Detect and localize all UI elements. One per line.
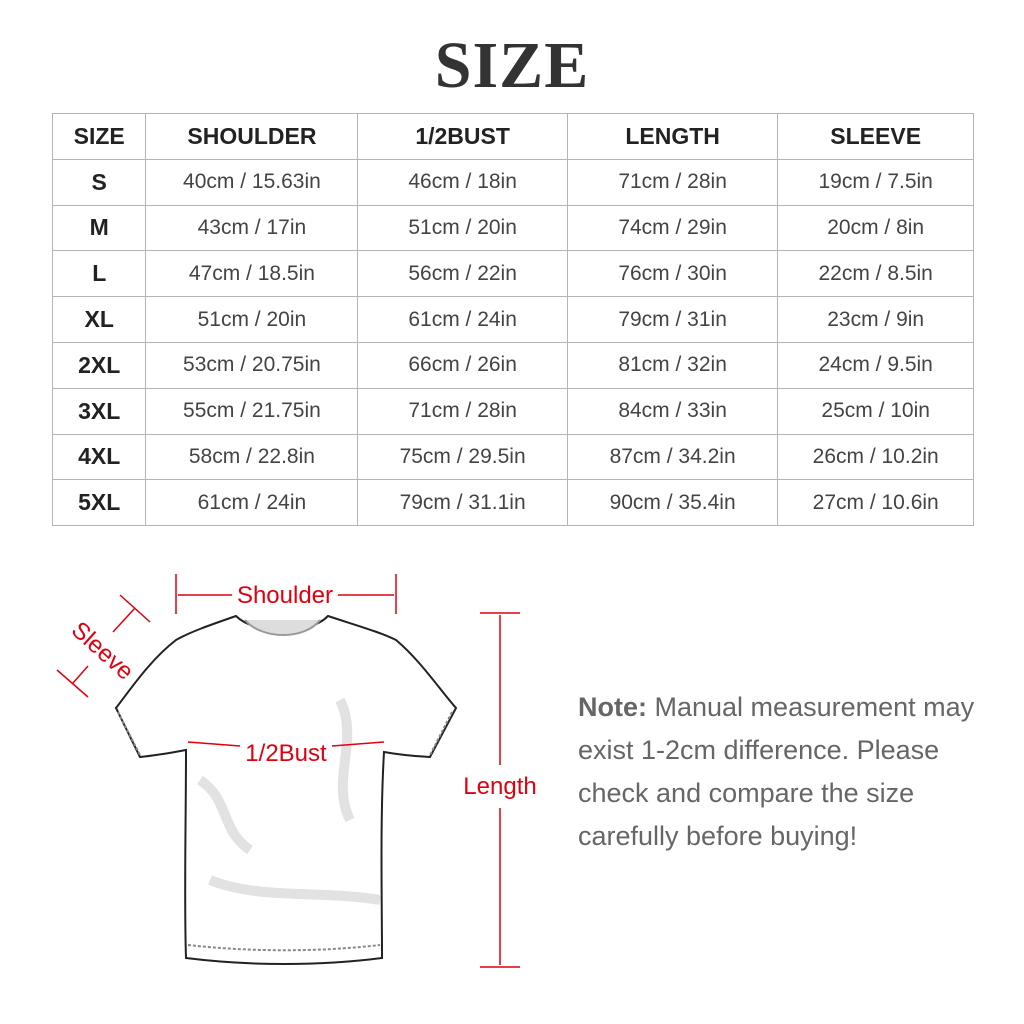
measurement-cell: 84cm / 33in (566, 387, 779, 435)
measurement-cell: 55cm / 21.75in (145, 387, 359, 435)
measurement-cell: 19cm / 7.5in (777, 158, 974, 206)
measurement-cell: 22cm / 8.5in (777, 250, 974, 298)
measurement-cell: 75cm / 29.5in (357, 433, 568, 481)
table-row: 3XL 55cm / 21.75in 71cm / 28in 84cm / 33in 2… (51, 387, 974, 435)
table-row: L 47cm / 18.5in 56cm / 22in 76cm / 30in 22cm… (51, 250, 974, 298)
measurement-cell: 27cm / 10.6in (777, 479, 974, 527)
measurement-cell: 51cm / 20in (357, 204, 568, 252)
measurement-cell: 20cm / 8in (777, 204, 974, 252)
size-cell: XL (51, 296, 147, 343)
size-cell: 3XL (51, 387, 147, 435)
tshirt-illustration (114, 614, 458, 965)
measurement-cell: 87cm / 34.2in (566, 433, 779, 481)
table-row: XL 51cm / 20in 61cm / 24in 79cm / 31in 23cm … (51, 296, 974, 343)
table-row: S 40cm / 15.63in 46cm / 18in 71cm / 28in 19c… (51, 158, 974, 206)
measurement-cell: 61cm / 24in (145, 479, 359, 527)
size-table: SIZE SHOULDER 1/2BUST LENGTH SLEEVE S 40cm / … (51, 113, 974, 527)
table-row: M 43cm / 17in 51cm / 20in 74cm / 29in 20cm /… (51, 204, 974, 252)
column-header: LENGTH (566, 113, 779, 160)
measurement-cell: 40cm / 15.63in (145, 158, 359, 206)
bust-label: 1/2Bust (245, 740, 327, 767)
shoulder-label: Shoulder (237, 582, 333, 609)
table-row: 2XL 53cm / 20.75in 66cm / 26in 81cm / 32in 2… (51, 341, 974, 389)
measurement-cell: 74cm / 29in (566, 204, 779, 252)
size-cell: 2XL (51, 341, 147, 389)
measurement-cell: 51cm / 20in (145, 296, 359, 343)
measurement-cell: 66cm / 26in (357, 341, 568, 389)
measurement-cell: 71cm / 28in (357, 387, 568, 435)
size-cell: S (51, 158, 147, 206)
measurement-cell: 47cm / 18.5in (145, 250, 359, 298)
column-header: SLEEVE (777, 113, 974, 160)
measurement-cell: 81cm / 32in (566, 341, 779, 389)
measurement-cell: 79cm / 31in (566, 296, 779, 343)
size-cell: L (51, 250, 147, 298)
measurement-cell: 58cm / 22.8in (145, 433, 359, 481)
size-cell: 5XL (51, 479, 147, 527)
measurement-cell: 23cm / 9in (777, 296, 974, 343)
note-body: Manual measurement may exist 1-2cm diffe… (578, 692, 975, 851)
measurement-cell: 90cm / 35.4in (566, 479, 779, 527)
measurement-cell: 43cm / 17in (145, 204, 359, 252)
sleeve-label: Sleeve (66, 616, 139, 685)
measurement-cell: 25cm / 10in (777, 387, 974, 435)
column-header: SIZE (51, 113, 147, 160)
measurement-cell: 24cm / 9.5in (777, 341, 974, 389)
size-cell: M (51, 204, 147, 252)
measurement-cell: 53cm / 20.75in (145, 341, 359, 389)
table-row: 4XL 58cm / 22.8in 75cm / 29.5in 87cm / 34.2… (51, 433, 974, 481)
measurement-cell: 26cm / 10.2in (777, 433, 974, 481)
length-label: Length (463, 773, 536, 800)
page-title: SIZE (434, 29, 590, 102)
measurement-cell: 46cm / 18in (357, 158, 568, 206)
measurement-cell: 71cm / 28in (566, 158, 779, 206)
column-header: 1/2BUST (357, 113, 568, 160)
note-label: Note: (578, 692, 647, 722)
measurement-cell: 79cm / 31.1in (357, 479, 568, 527)
table-row: 5XL 61cm / 24in 79cm / 31.1in 90cm / 35.4in… (51, 479, 974, 527)
note-text: Note: Manual measurement may exist 1-2cm… (578, 686, 998, 858)
measurement-cell: 56cm / 22in (357, 250, 568, 298)
measurement-cell: 76cm / 30in (566, 250, 779, 298)
table-header-row: SIZE SHOULDER 1/2BUST LENGTH SLEEVE (51, 113, 974, 160)
size-cell: 4XL (51, 433, 147, 481)
